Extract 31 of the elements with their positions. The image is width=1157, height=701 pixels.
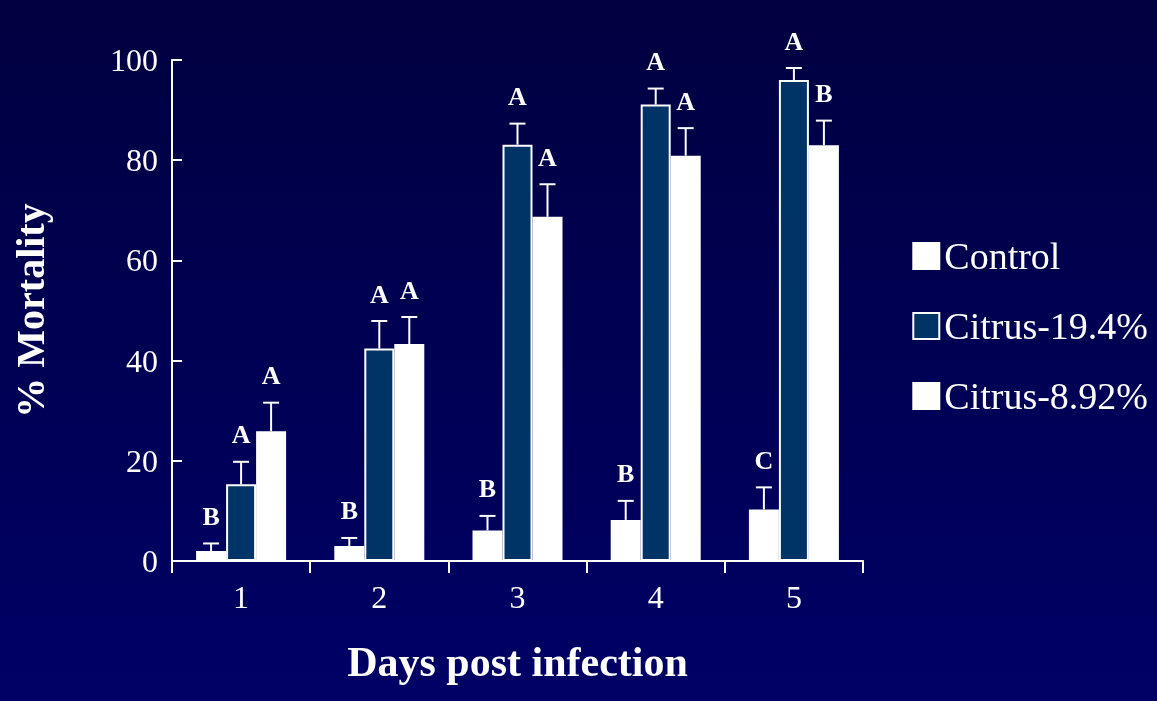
data-label: A (508, 82, 528, 112)
y-tick-label: 20 (126, 442, 158, 479)
y-axis-title: % Mortality (7, 203, 53, 418)
legend-label: Control (944, 235, 1061, 277)
data-label: A (261, 361, 281, 391)
data-label: B (815, 79, 833, 109)
data-label: A (646, 47, 666, 77)
x-tick-label: 1 (233, 579, 250, 615)
data-label: A (538, 142, 558, 172)
data-label: A (676, 86, 696, 116)
x-tick-label: 2 (371, 579, 388, 615)
legend-label: Citrus-8.92% (944, 375, 1149, 417)
y-tick-label: 40 (126, 342, 158, 379)
data-label: C (754, 445, 774, 475)
data-label: B (202, 501, 220, 531)
data-label: B (478, 474, 497, 504)
y-tick-label: 60 (126, 242, 158, 279)
data-label: B (340, 496, 358, 526)
data-label: A (231, 420, 251, 450)
x-axis-title: Days post infection (347, 639, 688, 685)
data-label: B (617, 459, 635, 489)
data-label: A (784, 26, 804, 56)
y-tick-label: 100 (110, 42, 158, 78)
data-label: A (399, 275, 419, 305)
x-tick-label: 4 (647, 579, 664, 615)
y-tick-label: 0 (142, 543, 158, 579)
x-tick-label: 3 (509, 579, 526, 615)
legend-label: Citrus-19.4% (944, 305, 1149, 347)
x-tick-label: 5 (785, 579, 802, 615)
y-tick-label: 80 (126, 142, 158, 179)
data-label: A (369, 279, 389, 309)
